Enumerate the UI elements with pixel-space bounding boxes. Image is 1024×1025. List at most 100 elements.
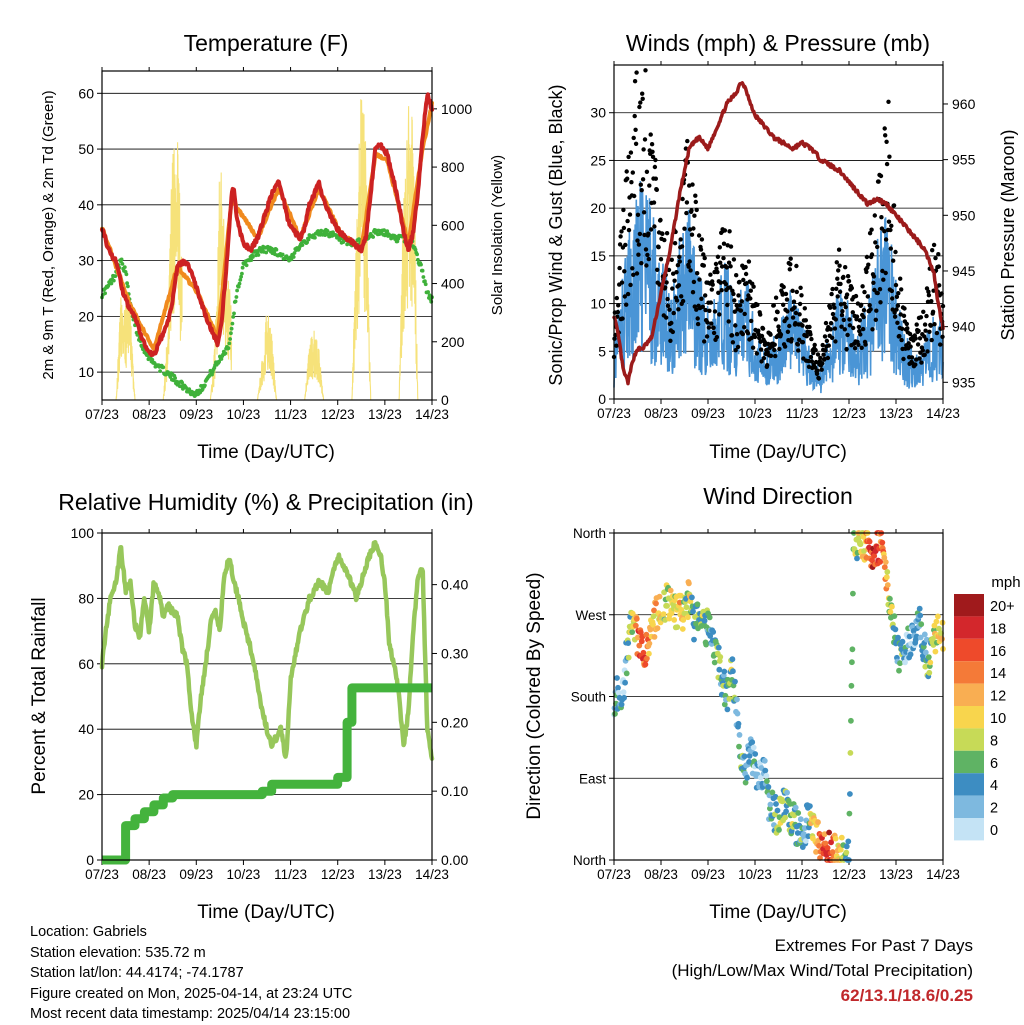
temperature-xlabel: Time (Day/UTC) bbox=[197, 442, 335, 463]
gust-point bbox=[883, 237, 889, 242]
direction-point bbox=[762, 767, 769, 774]
gust-point bbox=[640, 96, 645, 102]
gust-point bbox=[641, 210, 647, 215]
dir-x-tick-label: 13/23 bbox=[879, 867, 913, 882]
gust-point bbox=[909, 355, 915, 360]
gust-point bbox=[914, 357, 919, 362]
gust-point bbox=[883, 270, 888, 276]
gust-point bbox=[754, 351, 760, 356]
gust-point bbox=[733, 348, 738, 353]
rh-right-tick-label: 0.30 bbox=[441, 645, 468, 661]
wind-left-tick-label: 10 bbox=[590, 296, 606, 312]
gust-point bbox=[836, 247, 842, 252]
gust-point bbox=[846, 278, 852, 284]
dewpoint-point bbox=[122, 265, 127, 269]
direction-point bbox=[764, 778, 770, 784]
dewpoint-point bbox=[161, 365, 166, 370]
gust-point bbox=[920, 348, 925, 353]
direction-legend-title: mph bbox=[991, 574, 1020, 591]
direction-point bbox=[640, 649, 647, 656]
dewpoint-point bbox=[217, 359, 222, 364]
dewpoint-point bbox=[313, 235, 317, 240]
gust-point bbox=[777, 346, 782, 352]
dewpoint-point bbox=[316, 229, 320, 233]
direction-point bbox=[828, 839, 834, 846]
direction-point bbox=[664, 603, 670, 609]
dewpoint-point bbox=[233, 299, 238, 304]
gust-point bbox=[839, 312, 845, 318]
rh-x-tick-label: 07/23 bbox=[85, 867, 119, 882]
gust-point bbox=[742, 311, 747, 317]
gust-point bbox=[635, 212, 641, 217]
gust-point bbox=[691, 226, 696, 231]
gust-point bbox=[633, 127, 638, 132]
gust-point bbox=[734, 273, 739, 278]
direction-point bbox=[926, 669, 933, 676]
gust-point bbox=[658, 257, 664, 262]
gust-point bbox=[828, 321, 834, 326]
direction-point bbox=[629, 629, 636, 635]
gust-point bbox=[741, 277, 746, 283]
dewpoint-point bbox=[319, 228, 324, 233]
dewpoint-point bbox=[231, 315, 236, 319]
gust-point bbox=[638, 100, 643, 105]
gust-point bbox=[703, 293, 708, 298]
gust-point bbox=[834, 260, 839, 265]
gust-point bbox=[854, 314, 860, 319]
gust-point bbox=[643, 68, 648, 73]
gust-point bbox=[732, 298, 737, 303]
dewpoint-point bbox=[419, 262, 423, 267]
direction-point bbox=[832, 835, 839, 842]
gust-point bbox=[628, 282, 633, 288]
direction-point bbox=[742, 779, 749, 786]
direction-point bbox=[776, 827, 782, 833]
gust-point bbox=[671, 310, 676, 316]
gust-point bbox=[726, 260, 732, 265]
gust-point bbox=[874, 308, 879, 313]
gust-point bbox=[732, 309, 737, 314]
dewpoint-point bbox=[227, 341, 232, 346]
gust-point bbox=[808, 332, 813, 337]
direction-title: Wind Direction bbox=[703, 483, 853, 509]
dewpoint-point bbox=[264, 250, 269, 255]
gust-point bbox=[674, 298, 680, 303]
speed-legend-label: 2 bbox=[990, 801, 998, 817]
gust-point bbox=[913, 362, 918, 367]
temperature-ylabel-left: 2m & 9m T (Red, Orange) & 2m Td (Green) bbox=[40, 90, 57, 379]
wind-left-tick-label: 20 bbox=[590, 200, 606, 216]
direction-point bbox=[736, 743, 742, 750]
gust-point bbox=[794, 289, 799, 295]
gust-point bbox=[669, 257, 674, 262]
gust-point bbox=[730, 340, 736, 345]
direction-point bbox=[691, 636, 697, 643]
wind-left-tick-label: 15 bbox=[590, 248, 606, 264]
gust-point bbox=[716, 290, 721, 295]
gust-point bbox=[842, 327, 847, 332]
wind-right-tick-label: 960 bbox=[952, 96, 976, 112]
solar-insolation-line bbox=[398, 106, 419, 401]
gust-point bbox=[690, 290, 696, 295]
gust-point bbox=[892, 314, 898, 319]
gust-point bbox=[655, 267, 660, 272]
dewpoint-point bbox=[423, 279, 427, 283]
direction-point bbox=[717, 654, 724, 660]
direction-point bbox=[884, 569, 891, 575]
temperature-title: Temperature (F) bbox=[184, 30, 349, 56]
gust-point bbox=[625, 176, 630, 181]
direction-point bbox=[848, 682, 855, 689]
dir-x-tick-label: 11/23 bbox=[786, 867, 819, 882]
dewpoint-point bbox=[423, 282, 428, 287]
temp-right-tick-label: 1000 bbox=[441, 101, 472, 117]
gust-point bbox=[886, 99, 891, 105]
gust-point bbox=[636, 242, 642, 247]
direction-point bbox=[884, 582, 891, 588]
dewpoint-point bbox=[305, 240, 309, 245]
gust-point bbox=[637, 104, 642, 110]
gust-point bbox=[664, 315, 669, 320]
wind-left-tick-label: 30 bbox=[590, 105, 606, 121]
gust-point bbox=[841, 317, 846, 323]
gust-point bbox=[924, 313, 929, 319]
gust-point bbox=[646, 231, 651, 236]
gust-point bbox=[813, 359, 819, 365]
direction-point bbox=[854, 555, 860, 562]
